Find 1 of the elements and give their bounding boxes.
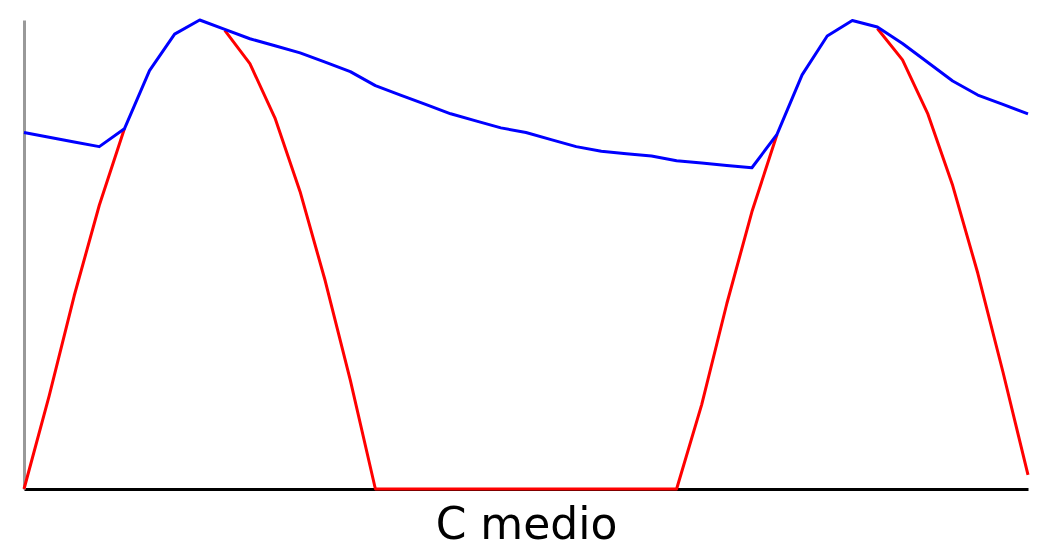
x-axis-title: C medio [435,497,618,549]
